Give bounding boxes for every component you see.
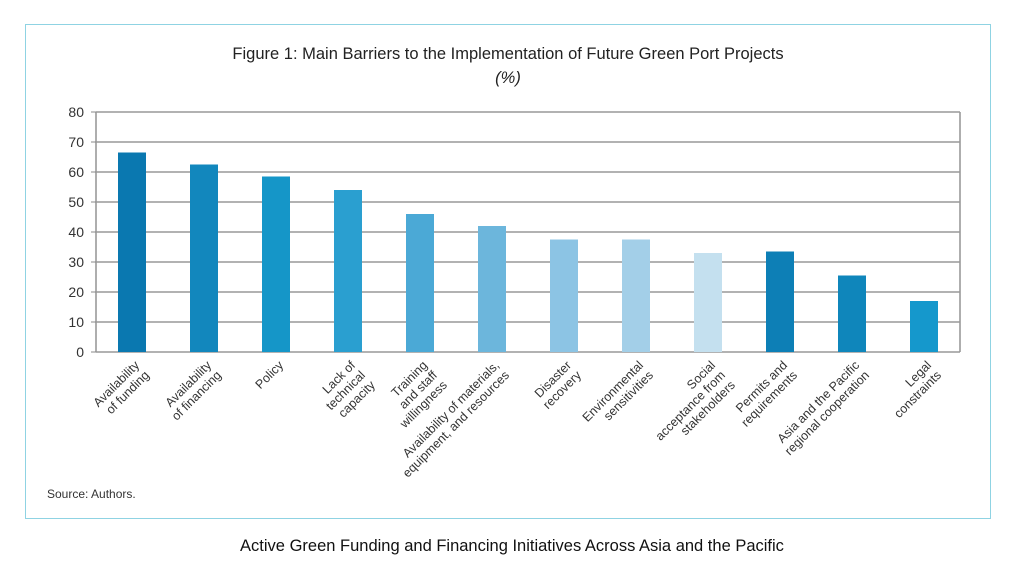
x-category-label: Lack oftechnicalcapacity (313, 358, 378, 423)
x-category-label: Socialacceptance fromstakeholders (643, 358, 738, 453)
bar (910, 301, 938, 352)
x-axis-category-labels: Availabilityof funding Availabilityof fin… (91, 358, 944, 481)
bar (478, 226, 506, 352)
bar (766, 251, 794, 352)
x-category-label: Environmentalsensitivities (580, 358, 656, 434)
page-caption: Active Green Funding and Financing Initi… (240, 537, 784, 555)
bar (262, 176, 290, 352)
y-tick-label: 10 (68, 314, 84, 330)
chart-title: Figure 1: Main Barriers to the Implement… (232, 45, 784, 63)
gridlines (91, 111, 961, 353)
bar (334, 190, 362, 352)
bar (118, 152, 146, 352)
y-tick-label: 20 (68, 284, 84, 300)
x-category-label: Policy (253, 358, 287, 392)
x-category-label: Availabilityof funding (91, 358, 153, 420)
bars (118, 152, 938, 352)
y-tick-label: 70 (68, 134, 84, 150)
y-tick-label: 30 (68, 254, 84, 270)
bar (550, 239, 578, 352)
source-note: Source: Authors. (47, 487, 136, 501)
x-category-label: Permits andrequirements (729, 358, 800, 429)
bar (406, 214, 434, 352)
y-tick-label: 50 (68, 194, 84, 210)
chart-subtitle: (%) (495, 69, 521, 87)
x-category-label: Legalconstraints (881, 358, 944, 421)
bar (190, 164, 218, 352)
bar (622, 239, 650, 352)
bar (838, 275, 866, 352)
bar (694, 253, 722, 352)
y-axis-tick-labels: 0 10 20 30 40 50 60 70 80 (68, 104, 84, 360)
y-tick-label: 60 (68, 164, 84, 180)
x-category-label: Disasterrecovery (530, 358, 584, 412)
y-tick-label: 0 (76, 344, 84, 360)
y-tick-label: 80 (68, 104, 84, 120)
x-category-label: Availabilityof financing (159, 358, 225, 424)
y-tick-label: 40 (68, 224, 84, 240)
figure-frame (25, 24, 991, 519)
